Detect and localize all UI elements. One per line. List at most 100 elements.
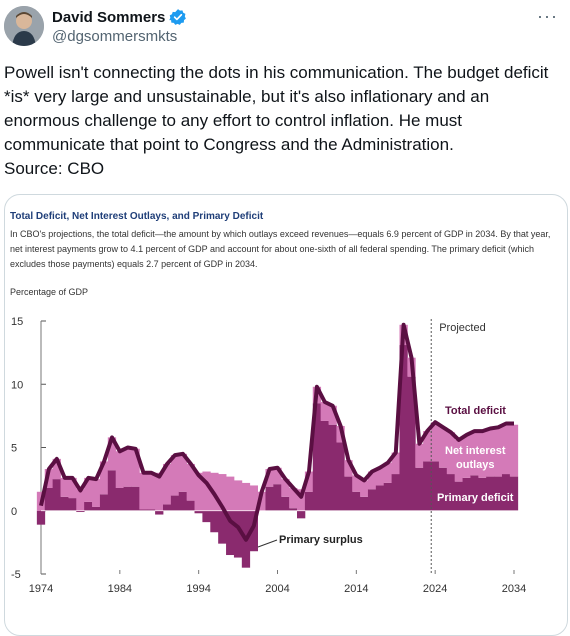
primary-deficit-bar <box>170 495 180 511</box>
net-interest-bar <box>123 447 132 487</box>
primary-deficit-bar <box>92 506 101 511</box>
net-interest-bar <box>297 489 306 511</box>
primary-deficit-bar <box>123 486 132 511</box>
y-tick-label: 10 <box>11 379 23 391</box>
chart-image-card[interactable]: 15 10 5 0 -5 Projected 1974 1984 1994 2004 2014 202… <box>4 194 568 636</box>
primary-deficit-bar <box>194 510 203 514</box>
primary-deficit-bar <box>218 510 227 544</box>
net-interest-bar <box>289 487 298 509</box>
primary-deficit-bar <box>360 496 369 511</box>
primary-deficit-bar <box>352 491 361 511</box>
net-interest-bar <box>375 467 385 486</box>
primary-deficit-bar <box>115 487 124 511</box>
net-interest-bar <box>60 477 69 497</box>
net-interest-bar <box>431 422 440 462</box>
chart-ylabel: Percentage of GDP <box>10 287 89 297</box>
primary-deficit-bar <box>210 510 219 533</box>
net-interest-bar <box>178 453 188 492</box>
primary-deficit-bar <box>76 510 85 513</box>
primary-deficit-bar <box>344 476 353 511</box>
primary-deficit-bar <box>44 487 54 511</box>
net-interest-bar <box>226 476 235 511</box>
net-interest-bar <box>84 477 93 502</box>
net-interest-bar <box>423 431 432 462</box>
primary-deficit-bar <box>99 494 109 511</box>
net-interest-bar <box>281 479 290 497</box>
y-tick-label: -5 <box>11 569 21 581</box>
primary-deficit-bar <box>273 484 282 511</box>
net-interest-bar <box>202 471 211 511</box>
primary-deficit-bar <box>486 476 495 511</box>
primary-deficit-bar <box>399 345 408 511</box>
annotation-net-interest-2: outlays <box>456 459 495 471</box>
primary-deficit-bar <box>52 479 61 511</box>
net-interest-bar <box>438 427 448 468</box>
chart-title: Total Deficit, Net Interest Outlays, and… <box>10 211 264 222</box>
x-tick-label: 1994 <box>186 583 210 595</box>
primary-deficit-bar <box>68 498 77 511</box>
primary-deficit-bar <box>147 509 156 511</box>
user-handle[interactable]: @dgsommersmkts <box>52 28 178 45</box>
net-interest-bar <box>155 472 164 511</box>
primary-deficit-bar <box>415 467 424 511</box>
primary-deficit-bar <box>131 486 140 511</box>
net-interest-bar <box>304 471 314 492</box>
y-tick-label: 0 <box>11 506 17 518</box>
net-interest-bar <box>92 479 101 507</box>
net-interest-bar <box>328 405 337 425</box>
net-interest-bar <box>233 480 243 511</box>
primary-deficit-bar <box>162 504 172 511</box>
net-interest-bar <box>52 458 61 480</box>
primary-deficit-bar <box>391 474 400 511</box>
tweet-header: David Sommers @dgsommersmkts ··· <box>0 0 570 56</box>
net-interest-bar <box>99 461 109 495</box>
primary-deficit-bar <box>478 477 487 511</box>
net-interest-bar <box>265 469 274 487</box>
net-interest-bar <box>367 471 377 490</box>
net-interest-bar <box>241 482 251 511</box>
net-interest-bar <box>249 485 258 511</box>
primary-deficit-bar <box>367 489 377 511</box>
primary-deficit-bar <box>454 481 463 511</box>
primary-deficit-bar <box>320 420 329 511</box>
x-tick-label: 1984 <box>108 583 132 595</box>
tweet-text: Powell isn't connecting the dots in his … <box>4 63 549 178</box>
primary-deficit-bar <box>249 510 258 552</box>
more-options-icon[interactable]: ··· <box>537 6 558 26</box>
net-interest-bar <box>115 451 124 488</box>
net-interest-bar <box>320 401 329 421</box>
chart-description: In CBO's projections, the total deficit—… <box>10 229 551 269</box>
primary-deficit-bar <box>446 474 456 511</box>
y-tick-label: 5 <box>11 443 17 455</box>
primary-deficit-bar <box>438 467 448 511</box>
annotation-primary-deficit: Primary deficit <box>437 492 514 504</box>
primary-deficit-bar <box>383 482 393 511</box>
net-interest-bar <box>509 424 519 477</box>
net-interest-bar <box>273 467 282 485</box>
annotation-total-deficit: Total deficit <box>445 405 506 417</box>
x-tick-label: 2004 <box>265 583 289 595</box>
net-interest-bar <box>131 448 140 487</box>
net-interest-bar <box>147 472 156 510</box>
display-name[interactable]: David Sommers <box>52 8 166 26</box>
name-row: David Sommers <box>52 8 187 26</box>
primary-deficit-bar <box>336 442 345 511</box>
annotation-primary-surplus: Primary surplus <box>279 534 363 546</box>
x-tick-label: 2024 <box>423 583 447 595</box>
primary-deficit-bar <box>226 510 235 556</box>
net-interest-bar <box>494 427 503 477</box>
net-interest-bar <box>454 439 463 482</box>
primary-deficit-bar <box>139 509 148 511</box>
avatar[interactable] <box>4 6 44 46</box>
net-interest-bar <box>76 489 85 511</box>
primary-deficit-bar <box>304 491 314 511</box>
primary-deficit-bar <box>202 510 211 523</box>
net-interest-bar <box>139 472 148 510</box>
primary-deficit-bar <box>281 496 290 511</box>
primary-deficit-bar <box>60 496 69 511</box>
net-interest-bar <box>162 463 172 505</box>
primary-deficit-bar <box>494 476 503 511</box>
net-interest-bar <box>170 455 180 496</box>
primary-deficit-bar <box>178 491 188 511</box>
primary-deficit-bar <box>462 477 471 511</box>
